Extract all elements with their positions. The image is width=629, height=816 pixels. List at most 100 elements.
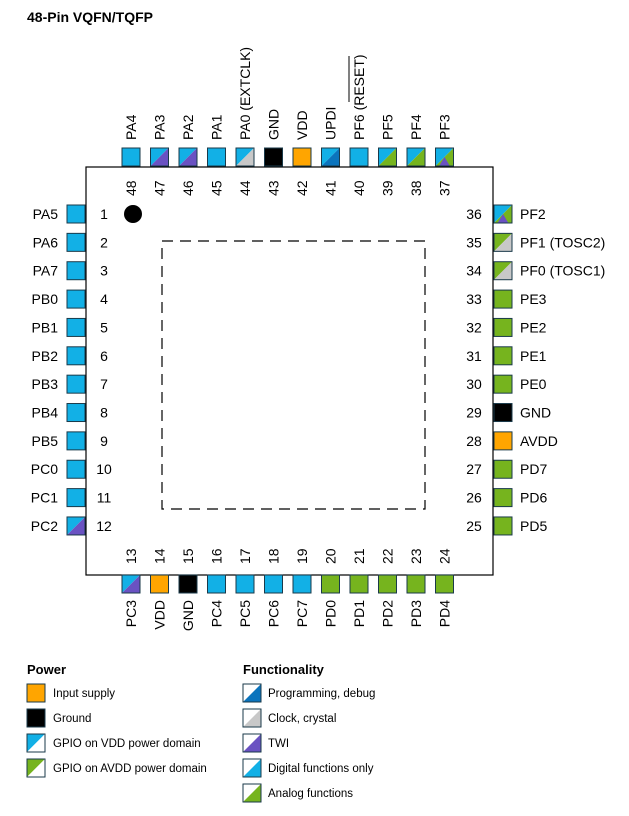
legend-swatch [242, 783, 262, 803]
pin-number: 40 [351, 180, 367, 196]
pin-name: PC3 [123, 600, 139, 627]
pin-number: 5 [100, 319, 108, 335]
pin-pad [207, 574, 226, 594]
pin-name: PE3 [520, 291, 547, 307]
pin-number: 8 [100, 405, 108, 421]
pin-name: PC6 [266, 600, 282, 627]
exposed-pad-outline [161, 240, 426, 510]
pin-pad [207, 147, 226, 167]
pin-name: PE0 [520, 376, 547, 392]
pin-1: PA5 1 [33, 204, 108, 224]
legend-functionality-item: Digital functions only [242, 758, 374, 778]
pin-number: 38 [408, 180, 424, 196]
legend-power-item: GPIO on AVDD power domain [26, 758, 207, 778]
legend-swatch [242, 758, 262, 778]
pin-pad [292, 574, 312, 594]
pin-42: VDD 42 [292, 110, 312, 196]
legend-functionality-item: Analog functions [242, 783, 353, 803]
pin-number: 37 [437, 180, 453, 196]
pin-name: PF3 [437, 114, 453, 140]
legend-functionality-item: Programming, debug [242, 683, 375, 703]
pin-number: 16 [209, 548, 225, 564]
pin-36: PF2 36 [466, 204, 546, 224]
pin-number: 12 [96, 518, 112, 534]
pin-name: AVDD [520, 433, 558, 449]
pin-name: PB0 [32, 291, 59, 307]
pin-pad [66, 516, 86, 536]
pin-pad [150, 147, 169, 167]
legend-power-item: Ground [26, 708, 91, 728]
pin-number: 26 [466, 490, 482, 506]
pin-name: PB5 [32, 433, 59, 449]
pin-name: PA5 [33, 206, 59, 222]
pin-number: 22 [380, 548, 396, 564]
legend-swatch [26, 708, 46, 728]
pin-3: PA7 3 [33, 261, 108, 281]
pin-39: PF5 39 [378, 114, 397, 196]
pin-pad [493, 374, 513, 394]
pin-number: 41 [323, 180, 339, 196]
pin-pad [493, 317, 513, 337]
pin-pad [66, 488, 86, 508]
pin-pad [321, 574, 340, 594]
pin-name: PD4 [437, 600, 453, 627]
pin-38: PF4 38 [406, 114, 426, 196]
pin-number: 46 [180, 180, 196, 196]
legend-functionality-item: TWI [242, 733, 289, 753]
pin1-marker-dot [124, 205, 142, 223]
pin-number: 17 [237, 548, 253, 564]
pin-number: 15 [180, 548, 196, 564]
pin-pad [493, 431, 513, 451]
pin-number: 3 [100, 263, 108, 279]
pin-name: PC2 [31, 518, 58, 534]
pin-name: PD7 [520, 461, 547, 477]
pin-24: PD4 24 [435, 548, 454, 627]
pin-number: 1 [100, 206, 108, 222]
pin-pad [121, 147, 141, 167]
pin-name: PF5 [380, 114, 396, 140]
pin-30: PE0 30 [466, 374, 547, 394]
legend-label: Clock, crystal [268, 713, 336, 725]
pin-name: PF1 (TOSC2) [520, 234, 605, 250]
pin-pad [321, 147, 340, 167]
pin-pad [406, 147, 426, 167]
pin-pad [493, 261, 513, 281]
pin-name: PC5 [237, 600, 253, 627]
pin-name: PB4 [32, 405, 59, 421]
pin-number: 13 [123, 548, 139, 564]
pin-name: PC1 [31, 490, 58, 506]
pin-name: PC4 [209, 600, 225, 627]
pin-name: PA0 (EXTCLK) [237, 47, 253, 140]
pin-22: PD2 22 [378, 548, 397, 627]
pin-8: PB4 8 [32, 403, 108, 423]
pin-number: 7 [100, 376, 108, 392]
pin-number: 11 [97, 490, 112, 506]
pin-name: PC0 [31, 461, 58, 477]
legend-power-heading: Power [27, 662, 66, 677]
pin-name: PD3 [408, 600, 424, 627]
pin-name: PF4 [408, 114, 424, 140]
pin-number: 27 [466, 461, 482, 477]
pin-name: PB2 [32, 348, 59, 364]
pin-45: PA1 45 [207, 114, 226, 196]
pin-name: PA3 [152, 114, 168, 140]
legend-label: TWI [268, 738, 289, 750]
pin-name: GND [180, 600, 196, 631]
pin-number: 2 [100, 234, 108, 250]
pin-19: PC7 19 [292, 548, 312, 627]
pin-name: PB3 [32, 376, 59, 392]
pin-20: PD0 20 [321, 548, 340, 627]
pin-name: PE2 [520, 319, 547, 335]
pin-pad [264, 574, 283, 594]
pin-name: UPDI [323, 107, 339, 140]
pin-name: PF2 [520, 206, 546, 222]
pin-number: 34 [466, 263, 482, 279]
pin-number: 36 [466, 206, 482, 222]
pin-name: VDD [294, 110, 310, 140]
legend-label: GPIO on AVDD power domain [53, 763, 207, 775]
diagram-title: 48-Pin VQFN/TQFP [27, 9, 153, 25]
pin-47: PA3 47 [150, 114, 169, 196]
pin-pad [178, 147, 198, 167]
pin-number: 9 [100, 433, 108, 449]
pin-pad [493, 204, 513, 224]
